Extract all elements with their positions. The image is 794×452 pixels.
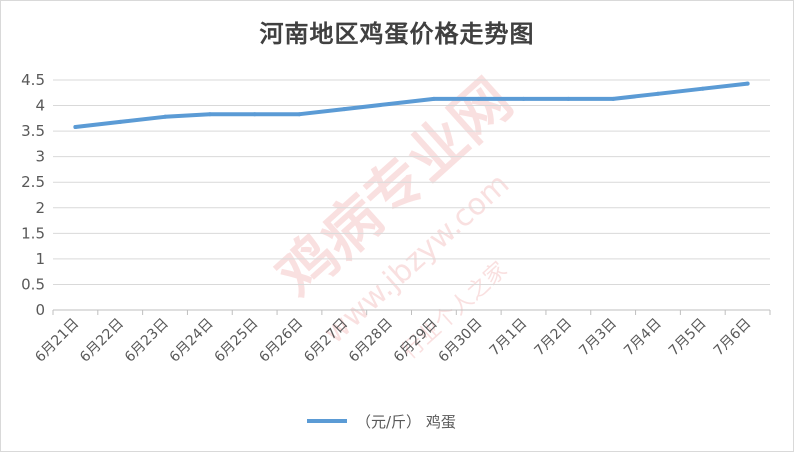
y-tick-label: 3.5 — [21, 122, 45, 140]
y-tick-label: 0 — [35, 301, 45, 319]
x-tick-label: 6月21日 — [32, 316, 82, 366]
x-tick-label: 6月23日 — [122, 316, 172, 366]
gridlines — [53, 79, 770, 311]
y-axis-ticks: 0 0.5 1 1.5 2 2.5 3 3.5 4 4.5 — [21, 71, 45, 319]
legend-label: （元/斤） 鸡蛋 — [356, 413, 456, 431]
x-tick-label: 7月6日 — [711, 316, 755, 360]
y-tick-label: 2.5 — [21, 173, 45, 191]
y-tick-label: 4 — [35, 97, 45, 115]
data-point — [252, 112, 257, 117]
y-tick-label: 0.5 — [21, 275, 45, 293]
data-point — [611, 96, 616, 101]
x-tick-label: 7月5日 — [666, 316, 710, 360]
legend: （元/斤） 鸡蛋 — [307, 413, 456, 431]
data-point — [431, 96, 436, 101]
series-line — [73, 81, 750, 129]
x-tick-label: 6月22日 — [77, 316, 127, 366]
x-tick-label: 7月4日 — [621, 316, 665, 360]
data-point — [655, 91, 660, 96]
y-tick-label: 1 — [35, 250, 45, 268]
x-tick-label: 7月3日 — [576, 316, 620, 360]
watermark: 鸡病专业网 www.jbzyw.com 行业个人之家 — [264, 66, 525, 365]
data-point — [700, 86, 705, 91]
y-tick-label: 4.5 — [21, 71, 45, 89]
x-tick-label: 7月1日 — [487, 316, 531, 360]
y-tick-label: 3 — [35, 148, 45, 166]
x-axis: 6月21日6月22日6月23日6月24日6月25日6月26日6月27日6月28日… — [32, 310, 771, 366]
data-point — [118, 119, 123, 124]
data-point — [521, 96, 526, 101]
data-point — [297, 112, 302, 117]
x-tick-label: 7月2日 — [531, 316, 575, 360]
data-point — [566, 96, 571, 101]
data-point — [476, 96, 481, 101]
x-tick-label: 6月25日 — [211, 316, 261, 366]
data-point — [342, 107, 347, 112]
x-tick-label: 6月26日 — [256, 316, 306, 366]
data-point — [73, 125, 78, 130]
series-layer — [73, 81, 750, 130]
data-point — [745, 81, 750, 86]
data-point — [387, 102, 392, 107]
x-tick-label: 6月24日 — [167, 316, 217, 366]
data-point — [207, 112, 212, 117]
y-tick-label: 2 — [35, 199, 45, 217]
chart-title: 河南地区鸡蛋价格走势图 — [259, 20, 535, 48]
data-point — [163, 114, 168, 119]
y-tick-label: 1.5 — [21, 224, 45, 242]
